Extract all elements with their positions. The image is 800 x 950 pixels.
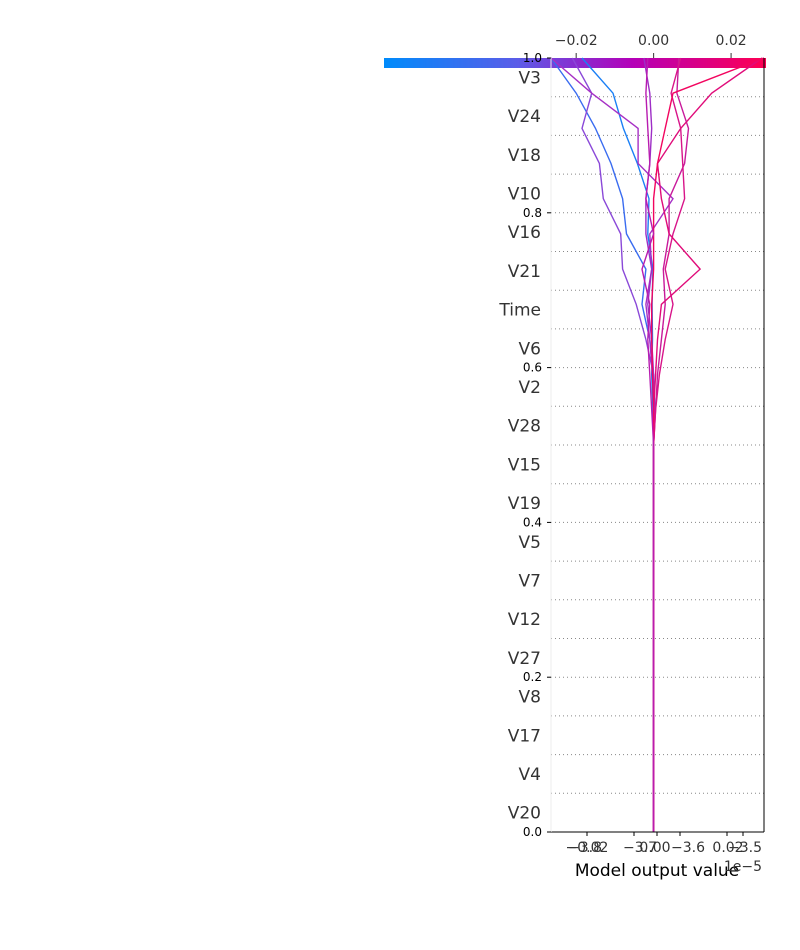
top-tick-label: 0.00 xyxy=(638,33,669,49)
feature-label: V10 xyxy=(508,184,541,204)
feature-label: V15 xyxy=(508,455,541,475)
feature-label: V20 xyxy=(508,804,541,824)
bottom-tick-label: −0.02 xyxy=(566,840,609,856)
feature-label: V19 xyxy=(508,494,541,514)
decision-line xyxy=(581,57,655,832)
feature-label: V12 xyxy=(508,610,541,630)
x-axis-title: Model output value xyxy=(575,861,739,881)
feature-label: Time xyxy=(498,301,541,321)
left-tick-label: 0.2 xyxy=(523,670,542,684)
decision-line xyxy=(641,57,655,832)
feature-label: V3 xyxy=(519,68,541,88)
left-tick-label: 0.6 xyxy=(523,361,542,375)
left-tick-label: 0.4 xyxy=(523,515,542,529)
feature-label: V28 xyxy=(508,417,541,437)
feature-gridlines xyxy=(551,96,764,794)
x-axis-offset-text: 1e−5 xyxy=(724,859,762,875)
left-tick-label: 1.0 xyxy=(523,51,542,65)
feature-label: V5 xyxy=(519,533,541,553)
bottom-tick-label: 0.00 xyxy=(639,840,670,856)
bottom-tick-label: −3.8 xyxy=(568,840,602,856)
axes: −0.02 0.00 0.020.00.20.40.60.81.0−3.8−0.02… xyxy=(523,33,765,856)
top-tick-label: 0.02 xyxy=(715,33,746,49)
feature-label: V6 xyxy=(519,339,541,359)
feature-label: V24 xyxy=(508,107,541,127)
feature-label: V7 xyxy=(519,571,541,591)
bottom-tick-label: −3.6 xyxy=(671,840,705,856)
feature-labels: V3 V24 V18 V10 V16 V21 Time V6 V2 V28 V15 V19 V5 V7 V1… xyxy=(498,68,541,823)
top-tick-label: −0.02 xyxy=(555,33,598,49)
feature-label: V17 xyxy=(508,726,541,746)
feature-label: V16 xyxy=(508,223,541,243)
bottom-tick-label: −3.5 xyxy=(728,840,762,856)
feature-label: V2 xyxy=(519,378,541,398)
feature-label: V8 xyxy=(519,688,541,708)
feature-label: V27 xyxy=(508,649,541,669)
decision-lines xyxy=(550,57,765,832)
bottom-tick-label: −3.7 xyxy=(623,840,657,856)
bottom-tick-label: 0.02 xyxy=(712,840,743,856)
feature-label: V21 xyxy=(508,262,541,282)
left-tick-label: 0.8 xyxy=(523,206,542,220)
left-tick-label: 0.0 xyxy=(523,825,542,839)
feature-label: V18 xyxy=(508,146,541,166)
feature-label: V4 xyxy=(519,765,541,785)
decision-line xyxy=(571,57,656,832)
